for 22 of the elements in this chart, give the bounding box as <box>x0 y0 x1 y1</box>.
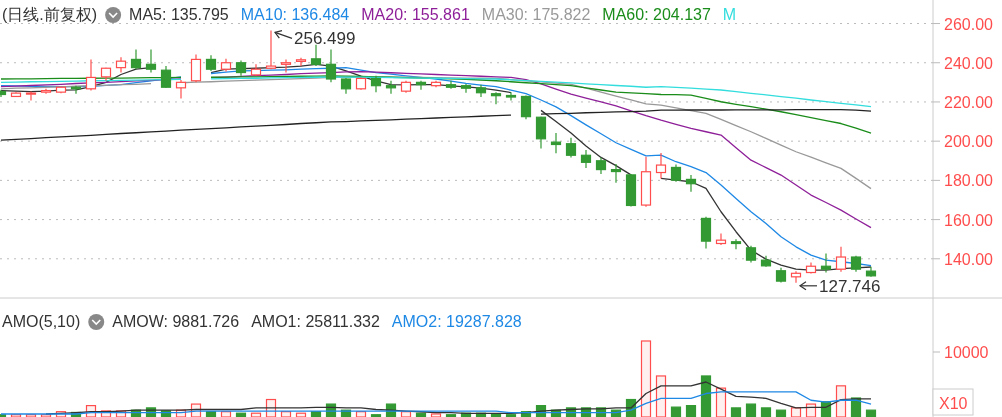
text: X10 <box>939 395 968 412</box>
text: MA30: 175.822 <box>481 6 591 23</box>
text: AMO2: 19287.828 <box>391 313 522 330</box>
text: MA10: 136.484 <box>240 6 350 23</box>
text: MA20: 155.861 <box>361 6 470 23</box>
y-tick-label: 160.00 <box>944 211 994 229</box>
chart-title: (日线.前复权) <box>2 6 98 23</box>
y-tick-label: 220.00 <box>944 93 994 111</box>
text: AMOW: 9881.726 <box>112 313 240 330</box>
y-tick-label: 200.00 <box>944 133 994 151</box>
y-tick-label: 260.00 <box>944 15 994 33</box>
y-tick-label: 180.00 <box>944 172 994 190</box>
y-tick-label: 240.00 <box>944 54 994 72</box>
annotation: 127.746 <box>819 276 881 296</box>
chart-title: AMO(5,10) <box>2 313 81 330</box>
text: MA5: 135.795 <box>129 6 229 23</box>
annotation: 256.499 <box>294 29 356 49</box>
text: M <box>722 6 737 23</box>
text: 10000 <box>944 344 989 361</box>
text: AMO1: 25811.332 <box>251 313 380 330</box>
y-tick-label: 140.00 <box>944 250 994 268</box>
text: MA60: 204.137 <box>602 6 711 23</box>
